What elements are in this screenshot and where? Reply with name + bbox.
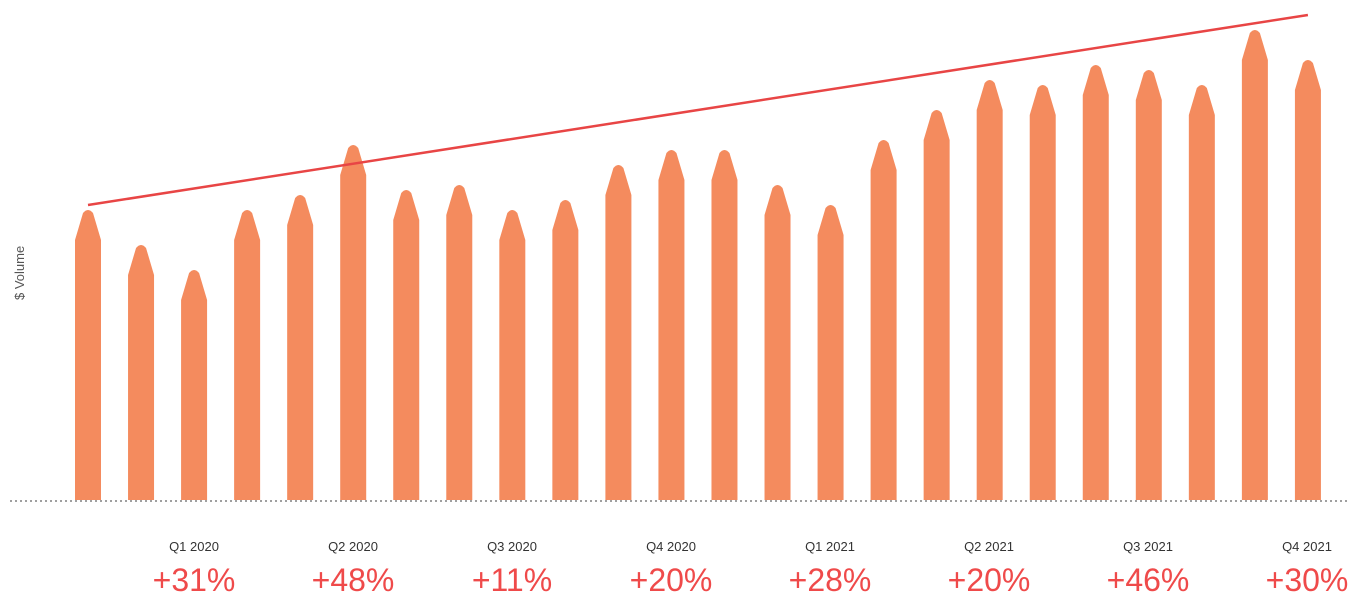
quarter-change-label: +11% <box>472 562 552 595</box>
bar <box>234 210 261 500</box>
trend-line <box>87 13 1309 207</box>
quarter-change-label: +31% <box>153 562 236 595</box>
bar <box>1135 70 1162 500</box>
bar <box>1188 85 1215 500</box>
bar <box>923 110 950 500</box>
quarter-label: Q2 2020 <box>328 539 378 554</box>
quarter-label: Q2 2021 <box>964 539 1014 554</box>
bar <box>181 270 208 500</box>
bar <box>1294 60 1321 500</box>
quarter-label: Q4 2020 <box>646 539 696 554</box>
quarter-label: Q3 2021 <box>1123 539 1173 554</box>
bar <box>499 210 526 500</box>
bar <box>658 150 685 500</box>
bar <box>393 190 420 500</box>
quarter-change-label: +20% <box>630 562 713 595</box>
quarter-label: Q3 2020 <box>487 539 537 554</box>
bar <box>711 150 738 500</box>
bar <box>446 185 473 500</box>
quarter-change-label: +48% <box>312 562 395 595</box>
bar <box>1029 85 1056 500</box>
quarter-change-label: +20% <box>948 562 1031 595</box>
bar <box>1241 30 1268 500</box>
bar <box>340 145 367 500</box>
quarter-label: Q1 2020 <box>169 539 219 554</box>
quarter-change-label: +28% <box>789 562 872 595</box>
quarter-change-label: +30% <box>1266 562 1349 595</box>
bar <box>552 200 579 500</box>
bar <box>817 205 844 500</box>
bar <box>870 140 897 500</box>
quarter-change-label: +46% <box>1107 562 1190 595</box>
quarter-label: Q4 2021 <box>1282 539 1332 554</box>
bar <box>75 210 101 500</box>
bar <box>976 80 1003 500</box>
bar <box>287 195 314 500</box>
bar <box>764 185 791 500</box>
quarter-label: Q1 2021 <box>805 539 855 554</box>
bar <box>1082 65 1109 500</box>
bar <box>605 165 632 500</box>
bar <box>128 245 155 500</box>
